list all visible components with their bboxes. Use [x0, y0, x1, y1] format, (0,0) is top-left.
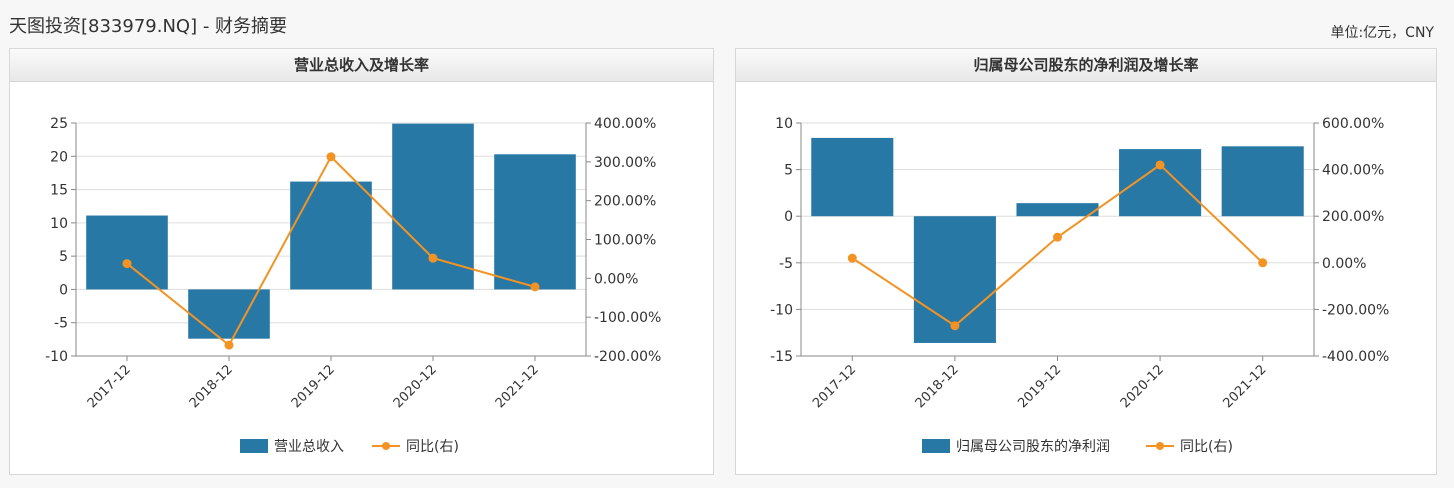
chart0-legend-line-marker	[382, 442, 390, 450]
chart0-category-label: 2017-12	[85, 362, 134, 411]
chart0-right-tick-label: 0.00%	[594, 271, 638, 287]
chart1-category-label: 2018-12	[913, 362, 962, 411]
revenue-chart: 25 20 15 10 5 0 -5 -10 400.00% 300.00% 200.00% 100.…	[45, 116, 661, 455]
chart0-right-tick-label: -100.00%	[594, 310, 661, 326]
chart1-bar	[811, 137, 894, 217]
chart0-category-label: 2020-12	[391, 362, 440, 411]
chart1-right-tick-label: 600.00%	[1322, 116, 1384, 132]
chart0-left-tick-label: -5	[54, 316, 68, 332]
chart0-right-tick-label: 300.00%	[594, 155, 656, 171]
chart0-growth-point	[530, 282, 540, 292]
chart1-legend-line-marker	[1156, 442, 1164, 450]
chart1-left-tick-label: -15	[770, 349, 793, 365]
chart0-bar	[392, 123, 474, 290]
chart0-right-tick-label: 200.00%	[594, 194, 656, 210]
chart1-growth-point	[847, 253, 857, 263]
chart0-category-label: 2019-12	[289, 362, 338, 411]
revenue-chart-title: 营业总收入及增长率	[10, 49, 713, 82]
chart1-right-tick-label: -400.00%	[1322, 349, 1389, 365]
chart0-left-tick-label: 20	[50, 149, 68, 165]
chart0-bar	[494, 154, 576, 290]
chart1-left-tick-label: 0	[784, 209, 793, 225]
chart1-left-tick-label: 5	[784, 163, 793, 179]
chart0-right-tick-label: 400.00%	[594, 116, 656, 132]
chart1-legend-bar-label: 归属母公司股东的净利润	[956, 438, 1110, 455]
chart1-right-tick-label: -200.00%	[1322, 302, 1389, 318]
chart1-left-tick-label: -10	[770, 302, 793, 318]
chart1-bar	[1221, 146, 1304, 217]
chart1-growth-point	[1053, 232, 1062, 242]
chart0-left-tick-label: 0	[59, 282, 68, 298]
chart0-bar	[86, 215, 168, 290]
chart0-bar	[188, 289, 270, 339]
revenue-chart-panel: 营业总收入及增长率 25 20 15 10 5 0 -5 -10 400.00% 300.00% 2…	[9, 48, 714, 475]
chart0-bar	[290, 181, 372, 290]
chart1-bar	[1016, 203, 1099, 217]
chart0-growth-point	[122, 259, 132, 269]
chart0-right-tick-label: -200.00%	[594, 349, 661, 365]
chart1-growth-point	[1155, 160, 1165, 170]
chart1-growth-point	[1258, 258, 1268, 268]
chart1-bar	[1119, 149, 1202, 217]
chart0-legend-bar-label: 营业总收入	[274, 439, 344, 455]
chart0-growth-point	[224, 340, 234, 350]
chart1-growth-point	[950, 321, 960, 331]
chart0-category-label: 2021-12	[493, 362, 542, 411]
chart0-left-tick-label: 15	[50, 183, 68, 199]
chart1-left-tick-label: 10	[775, 116, 793, 132]
profit-chart: 10 5 0 -5 -10 -15 600.00% 400.00% 200.00% 0.00% -2…	[770, 116, 1389, 455]
chart0-left-tick-label: 10	[50, 216, 68, 232]
chart0-growth-point	[428, 253, 438, 263]
unit-label: 单位:亿元，CNY	[1330, 25, 1434, 41]
chart1-right-tick-label: 200.00%	[1322, 209, 1384, 225]
chart1-category-label: 2020-12	[1118, 362, 1167, 411]
chart0-category-label: 2018-12	[187, 362, 236, 411]
chart1-category-label: 2021-12	[1221, 362, 1270, 411]
page-title: 天图投资[833979.NQ] - 财务摘要	[9, 16, 288, 37]
chart1-legend-bar-swatch	[922, 439, 950, 453]
chart0-left-tick-label: 5	[59, 249, 68, 265]
chart0-growth-point	[326, 152, 336, 162]
chart0-legend-bar-swatch	[240, 439, 268, 453]
chart1-category-label: 2019-12	[1015, 362, 1064, 411]
chart1-right-tick-label: 0.00%	[1322, 256, 1366, 272]
chart0-left-tick-label: 25	[50, 116, 68, 132]
profit-chart-panel: 归属母公司股东的净利润及增长率 10 5 0 -5 -10 -15 600.00% 400.0…	[735, 48, 1437, 475]
chart1-category-label: 2017-12	[810, 362, 859, 411]
chart1-right-tick-label: 400.00%	[1322, 163, 1384, 179]
profit-chart-title: 归属母公司股东的净利润及增长率	[736, 49, 1436, 82]
chart1-legend-line-label: 同比(右)	[1180, 439, 1233, 455]
chart0-legend-line-label: 同比(右)	[406, 439, 459, 455]
chart1-left-tick-label: -5	[779, 256, 793, 272]
chart0-left-tick-label: -10	[45, 349, 68, 365]
chart0-right-tick-label: 100.00%	[594, 233, 656, 249]
